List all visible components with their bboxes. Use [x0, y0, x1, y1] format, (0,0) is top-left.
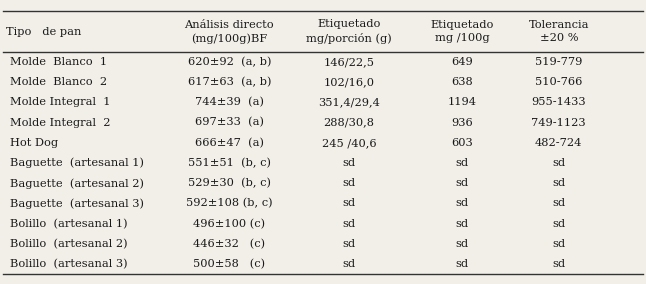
Text: 603: 603	[451, 138, 473, 148]
Text: sd: sd	[552, 178, 565, 188]
Text: sd: sd	[342, 219, 355, 229]
Text: sd: sd	[455, 178, 468, 188]
Text: sd: sd	[552, 158, 565, 168]
Text: sd: sd	[455, 219, 468, 229]
Text: Baguette  (artesanal 1): Baguette (artesanal 1)	[10, 158, 143, 168]
Text: Tolerancia
±20 %: Tolerancia ±20 %	[528, 20, 589, 43]
Text: Bolillo  (artesanal 2): Bolillo (artesanal 2)	[10, 239, 127, 249]
Text: 519-779: 519-779	[535, 57, 583, 67]
Text: sd: sd	[342, 259, 355, 269]
Text: 551±51  (b, c): 551±51 (b, c)	[188, 158, 271, 168]
Text: 510-766: 510-766	[535, 77, 583, 87]
Text: sd: sd	[455, 158, 468, 168]
Text: 638: 638	[451, 77, 473, 87]
Text: 617±63  (a, b): 617±63 (a, b)	[187, 77, 271, 87]
Text: 245 /40,6: 245 /40,6	[322, 138, 376, 148]
Text: 102/16,0: 102/16,0	[324, 77, 374, 87]
Text: sd: sd	[455, 239, 468, 249]
Text: Molde Integral  2: Molde Integral 2	[10, 118, 110, 128]
Text: 749-1123: 749-1123	[532, 118, 586, 128]
Text: 351,4/29,4: 351,4/29,4	[318, 97, 380, 107]
Text: 500±58   (c): 500±58 (c)	[193, 259, 266, 269]
Text: 146/22,5: 146/22,5	[324, 57, 374, 67]
Text: 744±39  (a): 744±39 (a)	[195, 97, 264, 108]
Text: Bolillo  (artesanal 3): Bolillo (artesanal 3)	[10, 259, 127, 269]
Text: 446±32   (c): 446±32 (c)	[193, 239, 266, 249]
Text: 529±30  (b, c): 529±30 (b, c)	[188, 178, 271, 189]
Text: Bolillo  (artesanal 1): Bolillo (artesanal 1)	[10, 219, 127, 229]
Text: sd: sd	[342, 178, 355, 188]
Text: sd: sd	[552, 219, 565, 229]
Text: 649: 649	[451, 57, 473, 67]
Text: 592±108 (b, c): 592±108 (b, c)	[186, 198, 273, 209]
Text: sd: sd	[552, 259, 565, 269]
Text: sd: sd	[342, 158, 355, 168]
Text: 288/30,8: 288/30,8	[324, 118, 374, 128]
Text: 496±100 (c): 496±100 (c)	[193, 219, 266, 229]
Text: Baguette  (artesanal 2): Baguette (artesanal 2)	[10, 178, 143, 189]
Text: 666±47  (a): 666±47 (a)	[195, 138, 264, 148]
Text: Tipo   de pan: Tipo de pan	[6, 27, 82, 37]
Text: Molde  Blanco  1: Molde Blanco 1	[10, 57, 107, 67]
Text: Molde  Blanco  2: Molde Blanco 2	[10, 77, 107, 87]
Text: sd: sd	[552, 199, 565, 208]
Text: Etiquetado
mg/porción (g): Etiquetado mg/porción (g)	[306, 19, 391, 44]
Text: Etiquetado
mg /100g: Etiquetado mg /100g	[430, 20, 494, 43]
Text: Análisis directo
(mg/100g)BF: Análisis directo (mg/100g)BF	[185, 20, 274, 43]
Text: 482-724: 482-724	[535, 138, 583, 148]
Text: sd: sd	[552, 239, 565, 249]
Text: 697±33  (a): 697±33 (a)	[195, 118, 264, 128]
Text: sd: sd	[455, 199, 468, 208]
Text: 936: 936	[451, 118, 473, 128]
Text: sd: sd	[342, 199, 355, 208]
Text: Molde Integral  1: Molde Integral 1	[10, 97, 110, 107]
Text: 620±92  (a, b): 620±92 (a, b)	[187, 57, 271, 67]
Text: 955-1433: 955-1433	[532, 97, 586, 107]
Text: Baguette  (artesanal 3): Baguette (artesanal 3)	[10, 198, 143, 209]
Text: sd: sd	[455, 259, 468, 269]
Text: Hot Dog: Hot Dog	[10, 138, 57, 148]
Text: sd: sd	[342, 239, 355, 249]
Text: 1194: 1194	[448, 97, 476, 107]
